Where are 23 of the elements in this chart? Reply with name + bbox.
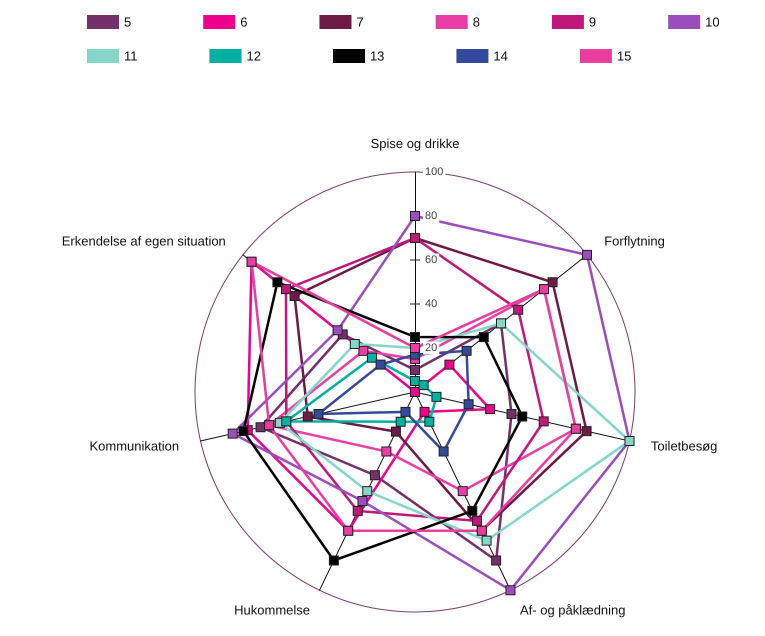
y-tick-label: 20 (425, 342, 438, 354)
legend-label: 14 (493, 48, 508, 64)
legend-label: 13 (370, 48, 384, 64)
legend-label: 12 (246, 48, 261, 64)
spoke-label: Toiletbesøg (650, 438, 718, 454)
legend-label: 8 (472, 14, 480, 30)
spoke-label: Kommunikation (89, 438, 180, 454)
legend-label: 7 (356, 14, 364, 30)
legend-label: 15 (616, 48, 632, 64)
spoke-label: Spise og drikke (370, 136, 460, 151)
y-tick-label: 40 (425, 298, 438, 310)
spoke-label: Hukommelse (234, 602, 310, 618)
legend-label: 5 (124, 14, 132, 30)
y-tick-label: 100 (425, 166, 444, 178)
legend-label: 9 (588, 14, 596, 30)
y-tick-label: 80 (425, 210, 438, 222)
spoke-label: Af- og påklædning (520, 602, 626, 618)
legend-label: 11 (124, 48, 138, 64)
legend-label: 6 (240, 14, 248, 30)
legend-label: 10 (705, 14, 720, 30)
spoke-label: Forflytning (604, 234, 665, 249)
spoke-label: Erkendelse af egen situation (62, 234, 226, 249)
y-tick-label: 60 (425, 254, 438, 266)
